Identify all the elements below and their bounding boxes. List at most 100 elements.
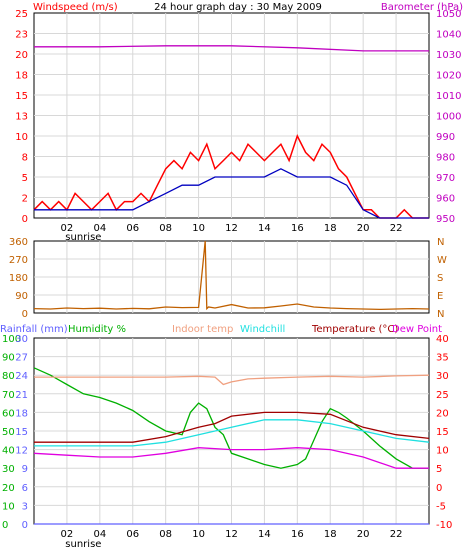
temperature-y-tick-label: 15: [436, 427, 449, 438]
x-tick-label: 22: [390, 529, 403, 540]
temperature-y-tick-label: -5: [436, 501, 446, 512]
legend-indoor-temp: Indoor temp: [172, 324, 233, 335]
rainfall-y-tick-label: 30: [15, 334, 28, 345]
temperature-y-tick-label: 40: [436, 334, 449, 345]
x-tick-label: 14: [258, 223, 271, 234]
rainfall-y-tick-label: 27: [15, 353, 28, 364]
humidity-y-tick-label: 40: [2, 446, 15, 457]
legend-humidity: Humidity %: [68, 324, 126, 335]
barometer-y-tick-label: 1000: [436, 112, 461, 123]
barometer-y-tick-label: 950: [436, 214, 455, 225]
x-tick-label: 18: [324, 529, 337, 540]
temperature-y-tick-label: 25: [436, 390, 449, 401]
chart-title: 24 hour graph day : 30 May 2009: [154, 2, 322, 13]
x-tick-label: 16: [291, 529, 304, 540]
x-tick-label: 18: [324, 223, 337, 234]
humidity-y-tick-label: 80: [2, 371, 15, 382]
wind-y-tick-label: 10: [15, 132, 28, 143]
compass-tick-label: N: [437, 237, 444, 248]
legend-windchill: Windchill: [240, 324, 285, 335]
humidity-y-tick-label: 10: [2, 501, 15, 512]
humidity-y-tick-label: 30: [2, 464, 15, 475]
rainfall-y-tick-label: 15: [15, 427, 28, 438]
rainfall-y-tick-label: 21: [15, 390, 28, 401]
x-tick-label: 02: [61, 529, 74, 540]
x-tick-label: 20: [357, 223, 370, 234]
temperature-y-tick-label: 10: [436, 446, 449, 457]
x-tick-label: 04: [93, 529, 106, 540]
temperature-y-tick-label: 5: [436, 464, 442, 475]
temperature-y-tick-label: 30: [436, 371, 449, 382]
wind-y-tick-label: 5: [22, 173, 28, 184]
rainfall-y-tick-label: 6: [22, 483, 28, 494]
direction-y-tick-label: 180: [9, 273, 28, 284]
humidity-y-tick-label: 50: [2, 427, 15, 438]
rainfall-y-tick-label: 9: [22, 464, 28, 475]
compass-tick-label: E: [437, 291, 443, 302]
windspeed-axis-label: Windspeed (m/s): [33, 2, 118, 13]
barometer-y-tick-label: 960: [436, 194, 455, 205]
barometer-y-tick-label: 1030: [436, 50, 461, 61]
humidity-y-tick-label: 90: [2, 353, 15, 364]
x-tick-label: 02: [61, 223, 74, 234]
compass-tick-label: S: [437, 273, 443, 284]
x-tick-label: 22: [390, 223, 403, 234]
humidity-y-tick-label: 70: [2, 390, 15, 401]
x-tick-label: 16: [291, 223, 304, 234]
x-tick-label: 12: [225, 529, 238, 540]
wind-y-tick-label: 20: [15, 50, 28, 61]
wind-y-tick-label: 18: [15, 71, 28, 82]
wind-y-tick-label: 0: [22, 214, 28, 225]
wind-average-line: [34, 168, 429, 219]
x-tick-label: 06: [126, 529, 139, 540]
legend-rainfall: Rainfall (mm): [0, 324, 68, 335]
dewpoint-line: [33, 447, 429, 469]
barometer-y-tick-label: 1020: [436, 71, 461, 82]
wind-y-tick-label: 2: [22, 194, 28, 205]
direction-y-tick-label: 90: [15, 291, 28, 302]
legend-temperature: Temperature (°C): [311, 324, 398, 335]
indoor-temp-line: [34, 374, 430, 386]
temperature-y-tick-label: -10: [436, 520, 452, 531]
sunrise-label: sunrise: [65, 539, 101, 550]
x-tick-label: 10: [192, 223, 205, 234]
rainfall-y-tick-label: 12: [15, 446, 28, 457]
rainfall-y-tick-label: 0: [22, 520, 28, 531]
x-tick-label: 08: [159, 223, 172, 234]
wind-y-tick-label: 13: [15, 112, 28, 123]
x-tick-label: 10: [192, 529, 205, 540]
barometer-y-tick-label: 990: [436, 132, 455, 143]
barometer-y-tick-label: 970: [436, 173, 455, 184]
humidity-y-tick-label: 60: [2, 408, 15, 419]
direction-y-tick-label: 360: [9, 237, 28, 248]
temperature-y-tick-label: 0: [436, 483, 442, 494]
rainfall-y-tick-label: 18: [15, 408, 28, 419]
compass-tick-label: N: [437, 309, 444, 320]
barometer-line: [34, 45, 429, 52]
barometer-y-tick-label: 1010: [436, 91, 461, 102]
sunrise-label: sunrise: [65, 232, 101, 243]
wind-y-tick-label: 25: [15, 9, 28, 20]
wind-y-tick-label: 15: [15, 91, 28, 102]
humidity-y-tick-label: 100: [2, 334, 21, 345]
humidity-line: [33, 367, 429, 469]
x-tick-label: 08: [159, 529, 172, 540]
humidity-y-tick-label: 0: [2, 520, 8, 531]
rainfall-y-tick-label: 3: [22, 501, 28, 512]
wind-y-tick-label: 8: [22, 153, 28, 164]
humidity-y-tick-label: 20: [2, 483, 15, 494]
direction-y-tick-label: 0: [22, 309, 28, 320]
barometer-axis-label: Barometer (hPa): [381, 2, 463, 13]
x-tick-label: 12: [225, 223, 238, 234]
direction-y-tick-label: 270: [9, 255, 28, 266]
barometer-y-tick-label: 1050: [436, 9, 461, 20]
x-tick-label: 06: [126, 223, 139, 234]
temperature-y-tick-label: 20: [436, 408, 449, 419]
temperature-y-tick-label: 35: [436, 353, 449, 364]
windchill-line: [34, 419, 430, 447]
rainfall-y-tick-label: 24: [15, 371, 28, 382]
x-tick-label: 14: [258, 529, 271, 540]
legend-dewpoint: Dew Point: [392, 324, 442, 335]
